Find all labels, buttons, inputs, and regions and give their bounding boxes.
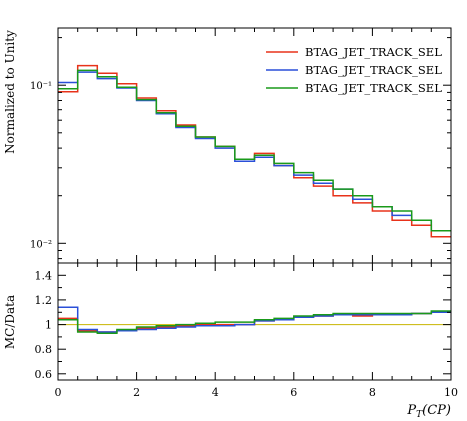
ratio-series-line-3 — [58, 310, 451, 334]
main-y-tick-label: 10⁻¹ — [30, 81, 52, 92]
ratio-y-ticks: 0.6 0.8 1 1.2 1.4 — [35, 269, 451, 381]
ratio-y-tick-label: 0.6 — [35, 368, 53, 381]
x-tick-label: 10 — [444, 386, 458, 399]
x-tick-label: 6 — [290, 386, 297, 399]
legend-label-2: BTAG_JET_TRACK_SEL — [305, 63, 442, 77]
ratio-y-axis-label: MC/Data — [3, 295, 17, 349]
x-axis-ticks: 0 2 4 6 8 10 — [55, 28, 458, 399]
main-y-axis-label: Normalized to Unity — [3, 30, 17, 154]
x-axis-label: PT(CP) — [406, 403, 451, 420]
main-panel: 10⁻¹ 10⁻² Normalized to Unity BTAG_JET_TR… — [3, 27, 452, 264]
ratio-panel: 0.6 0.8 1 1.2 1.4 0 2 4 6 8 10 MC/Data PT(CP) — [3, 28, 458, 420]
main-series-group — [58, 64, 451, 238]
main-y-tick-label: 10⁻² — [30, 239, 52, 250]
ratio-series-group — [58, 306, 451, 334]
ratio-y-tick-label: 1.2 — [35, 294, 53, 307]
ratio-y-tick-label: 1 — [45, 319, 52, 332]
x-tick-label: 0 — [55, 386, 62, 399]
ratio-panel-frame — [57, 262, 452, 381]
x-tick-label: 2 — [133, 386, 140, 399]
x-tick-label: 8 — [369, 386, 376, 399]
ratio-y-tick-label: 1.4 — [35, 269, 53, 282]
x-tick-label: 4 — [212, 386, 219, 399]
legend: BTAG_JET_TRACK_SEL BTAG_JET_TRACK_SEL BTAG… — [266, 45, 442, 95]
main-y-ticks: 10⁻¹ 10⁻² — [30, 37, 451, 260]
legend-label-3: BTAG_JET_TRACK_SEL — [305, 81, 442, 95]
legend-label-1: BTAG_JET_TRACK_SEL — [305, 45, 442, 59]
ratio-y-tick-label: 0.8 — [35, 343, 53, 356]
main-series-line-3 — [58, 69, 451, 232]
